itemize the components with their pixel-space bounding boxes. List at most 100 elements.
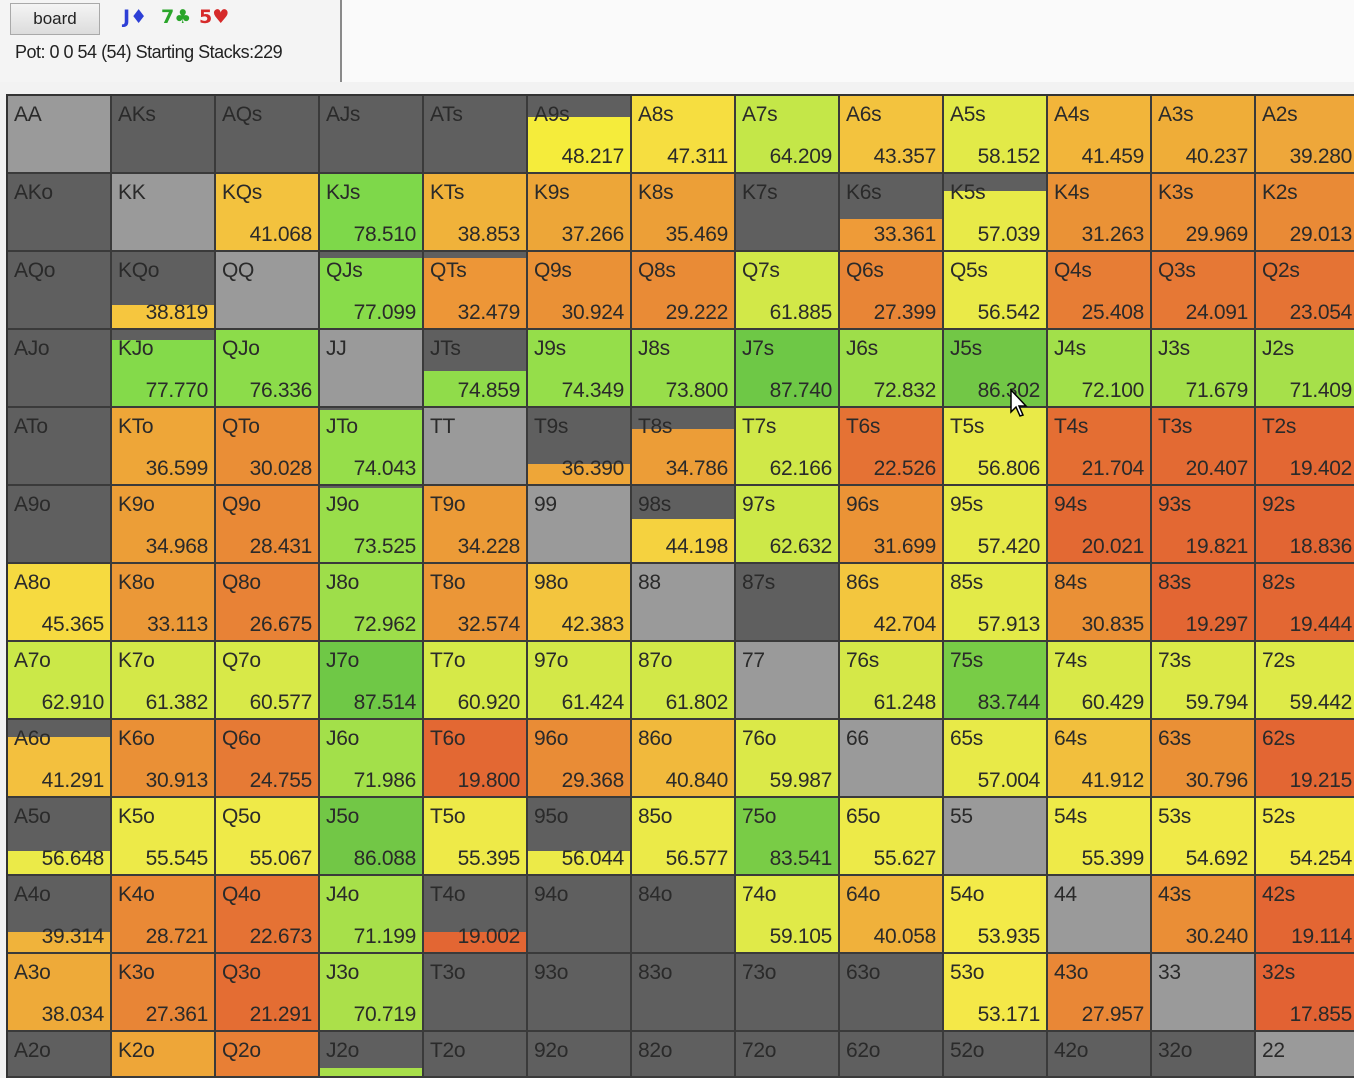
hand-cell-75s[interactable]: 75s 83.744: [944, 642, 1048, 720]
hand-cell-Q4s[interactable]: Q4s 25.408: [1048, 252, 1152, 330]
hand-cell-QQ[interactable]: QQ: [216, 252, 320, 330]
hand-cell-A9o[interactable]: A9o: [8, 486, 112, 564]
hand-cell-98s[interactable]: 98s 44.198: [632, 486, 736, 564]
hand-cell-94s[interactable]: 94s 20.021: [1048, 486, 1152, 564]
hand-cell-73o[interactable]: 73o: [736, 954, 840, 1032]
hand-cell-63o[interactable]: 63o: [840, 954, 944, 1032]
hand-cell-J8o[interactable]: J8o 72.962: [320, 564, 424, 642]
hand-cell-84o[interactable]: 84o: [632, 876, 736, 954]
hand-cell-AQs[interactable]: AQs: [216, 96, 320, 174]
hand-cell-K3o[interactable]: K3o 27.361: [112, 954, 216, 1032]
hand-cell-KJs[interactable]: KJs 78.510: [320, 174, 424, 252]
hand-cell-97s[interactable]: 97s 62.632: [736, 486, 840, 564]
hand-cell-Q2o[interactable]: Q2o: [216, 1032, 320, 1078]
hand-cell-82s[interactable]: 82s 19.444: [1256, 564, 1354, 642]
hand-cell-ATs[interactable]: ATs: [424, 96, 528, 174]
hand-cell-Q7s[interactable]: Q7s 61.885: [736, 252, 840, 330]
hand-cell-J3o[interactable]: J3o 70.719: [320, 954, 424, 1032]
hand-cell-J8s[interactable]: J8s 73.800: [632, 330, 736, 408]
hand-cell-T7s[interactable]: T7s 62.166: [736, 408, 840, 486]
hand-cell-K2o[interactable]: K2o: [112, 1032, 216, 1078]
hand-cell-76s[interactable]: 76s 61.248: [840, 642, 944, 720]
hand-cell-86o[interactable]: 86o 40.840: [632, 720, 736, 798]
hand-cell-54s[interactable]: 54s 55.399: [1048, 798, 1152, 876]
hand-cell-T8o[interactable]: T8o 32.574: [424, 564, 528, 642]
hand-cell-KK[interactable]: KK: [112, 174, 216, 252]
hand-cell-53s[interactable]: 53s 54.692: [1152, 798, 1256, 876]
hand-cell-Q9o[interactable]: Q9o 28.431: [216, 486, 320, 564]
hand-cell-K7s[interactable]: K7s: [736, 174, 840, 252]
hand-cell-97o[interactable]: 97o 61.424: [528, 642, 632, 720]
hand-cell-96s[interactable]: 96s 31.699: [840, 486, 944, 564]
hand-cell-64o[interactable]: 64o 40.058: [840, 876, 944, 954]
hand-cell-J6s[interactable]: J6s 72.832: [840, 330, 944, 408]
hand-cell-K5o[interactable]: K5o 55.545: [112, 798, 216, 876]
hand-cell-96o[interactable]: 96o 29.368: [528, 720, 632, 798]
hand-cell-A5s[interactable]: A5s 58.152: [944, 96, 1048, 174]
hand-cell-T9o[interactable]: T9o 34.228: [424, 486, 528, 564]
hand-cell-A8o[interactable]: A8o 45.365: [8, 564, 112, 642]
hand-cell-T3s[interactable]: T3s 20.407: [1152, 408, 1256, 486]
hand-cell-K4o[interactable]: K4o 28.721: [112, 876, 216, 954]
hand-cell-KJo[interactable]: KJo 77.770: [112, 330, 216, 408]
hand-cell-73s[interactable]: 73s 59.794: [1152, 642, 1256, 720]
hand-cell-A3s[interactable]: A3s 40.237: [1152, 96, 1256, 174]
hand-cell-95o[interactable]: 95o 56.044: [528, 798, 632, 876]
hand-cell-KTs[interactable]: KTs 38.853: [424, 174, 528, 252]
hand-cell-AJo[interactable]: AJo: [8, 330, 112, 408]
hand-cell-T7o[interactable]: T7o 60.920: [424, 642, 528, 720]
hand-cell-92s[interactable]: 92s 18.836: [1256, 486, 1354, 564]
hand-cell-55[interactable]: 55: [944, 798, 1048, 876]
hand-cell-65o[interactable]: 65o 55.627: [840, 798, 944, 876]
hand-cell-J2s[interactable]: J2s 71.409: [1256, 330, 1354, 408]
hand-cell-QTo[interactable]: QTo 30.028: [216, 408, 320, 486]
hand-cell-T5s[interactable]: T5s 56.806: [944, 408, 1048, 486]
hand-cell-A3o[interactable]: A3o 38.034: [8, 954, 112, 1032]
hand-cell-Q6s[interactable]: Q6s 27.399: [840, 252, 944, 330]
hand-cell-88[interactable]: 88: [632, 564, 736, 642]
hand-cell-82o[interactable]: 82o: [632, 1032, 736, 1078]
hand-cell-74s[interactable]: 74s 60.429: [1048, 642, 1152, 720]
hand-cell-A4s[interactable]: A4s 41.459: [1048, 96, 1152, 174]
hand-cell-52o[interactable]: 52o: [944, 1032, 1048, 1078]
hand-cell-A2o[interactable]: A2o: [8, 1032, 112, 1078]
hand-cell-QJs[interactable]: QJs 77.099: [320, 252, 424, 330]
hand-cell-J5s[interactable]: J5s 86.302: [944, 330, 1048, 408]
hand-cell-AJs[interactable]: AJs: [320, 96, 424, 174]
hand-cell-T3o[interactable]: T3o: [424, 954, 528, 1032]
hand-cell-K9s[interactable]: K9s 37.266: [528, 174, 632, 252]
hand-cell-K8s[interactable]: K8s 35.469: [632, 174, 736, 252]
hand-cell-83o[interactable]: 83o: [632, 954, 736, 1032]
hand-cell-32s[interactable]: 32s 17.855: [1256, 954, 1354, 1032]
hand-cell-75o[interactable]: 75o 83.541: [736, 798, 840, 876]
hand-cell-J2o[interactable]: J2o: [320, 1032, 424, 1078]
hand-cell-T4s[interactable]: T4s 21.704: [1048, 408, 1152, 486]
hand-cell-87s[interactable]: 87s: [736, 564, 840, 642]
hand-cell-J4s[interactable]: J4s 72.100: [1048, 330, 1152, 408]
hand-cell-32o[interactable]: 32o: [1152, 1032, 1256, 1078]
hand-cell-Q3s[interactable]: Q3s 24.091: [1152, 252, 1256, 330]
hand-cell-T2s[interactable]: T2s 19.402: [1256, 408, 1354, 486]
hand-cell-K3s[interactable]: K3s 29.969: [1152, 174, 1256, 252]
hand-cell-65s[interactable]: 65s 57.004: [944, 720, 1048, 798]
hand-cell-K8o[interactable]: K8o 33.113: [112, 564, 216, 642]
hand-cell-Q9s[interactable]: Q9s 30.924: [528, 252, 632, 330]
hand-cell-76o[interactable]: 76o 59.987: [736, 720, 840, 798]
hand-cell-42o[interactable]: 42o: [1048, 1032, 1152, 1078]
hand-cell-83s[interactable]: 83s 19.297: [1152, 564, 1256, 642]
hand-cell-JTs[interactable]: JTs 74.859: [424, 330, 528, 408]
hand-cell-72s[interactable]: 72s 59.442: [1256, 642, 1354, 720]
hand-cell-J7s[interactable]: J7s 87.740: [736, 330, 840, 408]
hand-cell-95s[interactable]: 95s 57.420: [944, 486, 1048, 564]
hand-cell-ATo[interactable]: ATo: [8, 408, 112, 486]
hand-cell-K4s[interactable]: K4s 31.263: [1048, 174, 1152, 252]
hand-cell-J5o[interactable]: J5o 86.088: [320, 798, 424, 876]
hand-cell-AA[interactable]: AA: [8, 96, 112, 174]
hand-cell-44[interactable]: 44: [1048, 876, 1152, 954]
hand-cell-63s[interactable]: 63s 30.796: [1152, 720, 1256, 798]
hand-cell-AQo[interactable]: AQo: [8, 252, 112, 330]
hand-cell-Q4o[interactable]: Q4o 22.673: [216, 876, 320, 954]
hand-cell-Q2s[interactable]: Q2s 23.054: [1256, 252, 1354, 330]
hand-cell-77[interactable]: 77: [736, 642, 840, 720]
hand-cell-A7s[interactable]: A7s 64.209: [736, 96, 840, 174]
